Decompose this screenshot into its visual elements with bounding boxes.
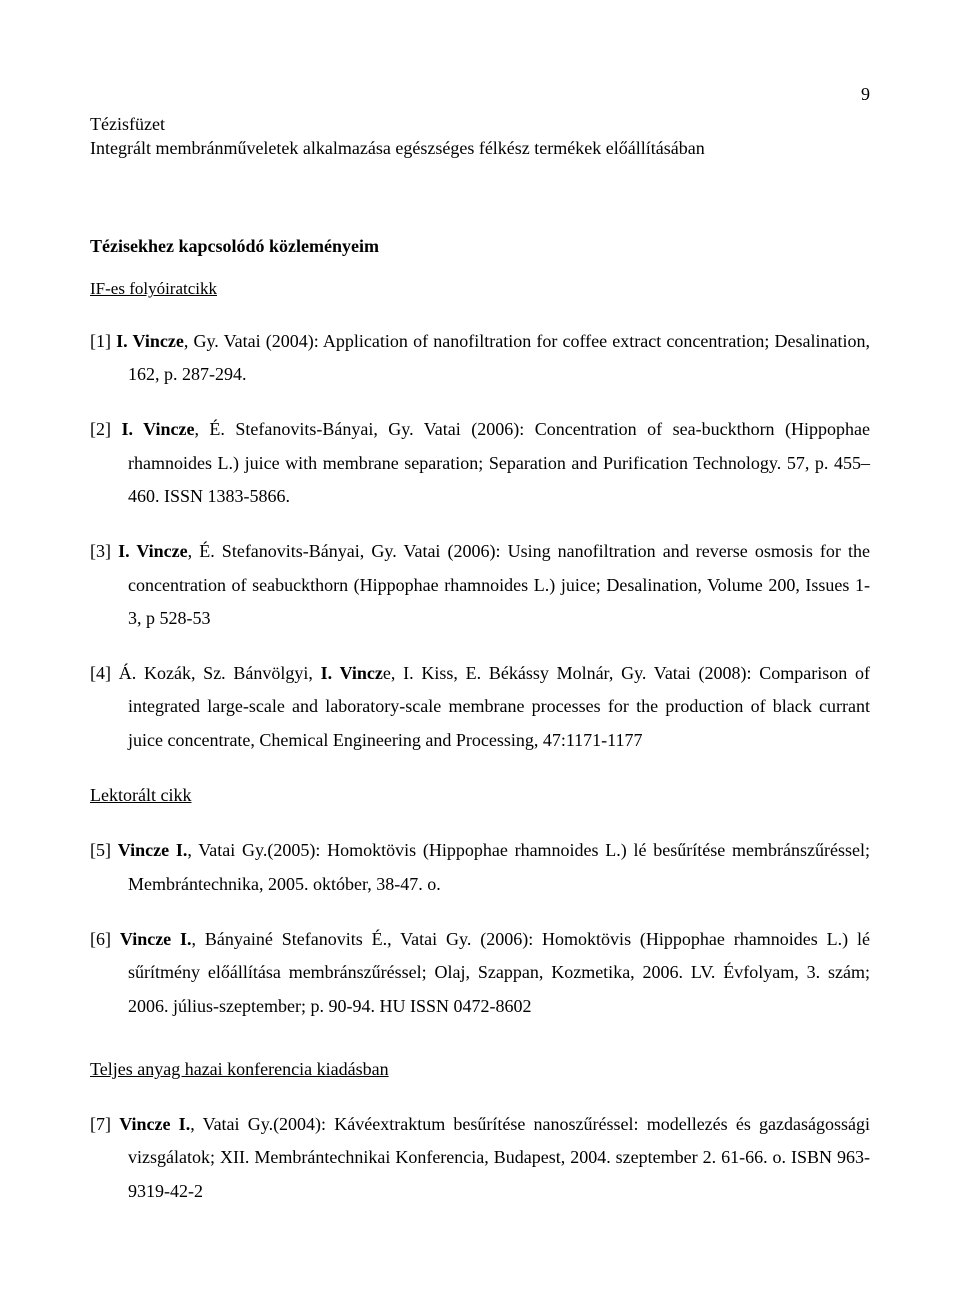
section-title: Tézisekhez kapcsolódó közleményeim xyxy=(90,230,870,263)
ref-text: , É. Stefanovits-Bányai, Gy. Vatai (2006… xyxy=(128,541,870,628)
ref-pre: Á. Kozák, Sz. Bánvölgyi, xyxy=(119,663,321,683)
subsection-if: IF-es folyóiratcikk xyxy=(90,273,870,304)
ref-text: , Gy. Vatai (2004): Application of nanof… xyxy=(128,331,870,384)
ref-author-bold: I. Vincze xyxy=(118,541,188,561)
ref-number: [6] xyxy=(90,929,120,949)
reference-4: [4] Á. Kozák, Sz. Bánvölgyi, I. Vincze, … xyxy=(90,657,870,757)
ref-number: [1] xyxy=(90,331,116,351)
ref-author-bold: I. Vincz xyxy=(321,663,383,683)
page-number: 9 xyxy=(90,78,870,111)
ref-text: , Vatai Gy.(2004): Kávéextraktum besűrít… xyxy=(128,1114,870,1201)
reference-5: [5] Vincze I., Vatai Gy.(2005): Homoktöv… xyxy=(90,834,870,901)
reference-2: [2] I. Vincze, É. Stefanovits-Bányai, Gy… xyxy=(90,413,870,513)
page-content: 9 Tézisfüzet Integrált membránműveletek … xyxy=(0,0,960,1308)
subsection-lektoralt: Lektorált cikk xyxy=(90,779,870,812)
header-line-2: Integrált membránműveletek alkalmazása e… xyxy=(90,137,870,160)
reference-3: [3] I. Vincze, É. Stefanovits-Bányai, Gy… xyxy=(90,535,870,635)
running-header: Tézisfüzet Integrált membránműveletek al… xyxy=(90,113,870,160)
ref-number: [5] xyxy=(90,840,118,860)
reference-6: [6] Vincze I., Bányainé Stefanovits É., … xyxy=(90,923,870,1023)
ref-author-bold: I. Vincze xyxy=(121,419,194,439)
reference-1: [1] I. Vincze, Gy. Vatai (2004): Applica… xyxy=(90,325,870,392)
ref-text: , Bányainé Stefanovits É., Vatai Gy. (20… xyxy=(128,929,870,1016)
ref-number: [4] xyxy=(90,663,119,683)
ref-number: [2] xyxy=(90,419,121,439)
ref-author-bold: Vincze I. xyxy=(118,840,188,860)
ref-author-bold: Vincze I. xyxy=(120,929,192,949)
ref-text: , É. Stefanovits-Bányai, Gy. Vatai (2006… xyxy=(128,419,870,506)
header-line-1: Tézisfüzet xyxy=(90,113,870,136)
ref-number: [3] xyxy=(90,541,118,561)
ref-number: [7] xyxy=(90,1114,119,1134)
subsection-teljes: Teljes anyag hazai konferencia kiadásban xyxy=(90,1053,870,1086)
reference-7: [7] Vincze I., Vatai Gy.(2004): Kávéextr… xyxy=(90,1108,870,1208)
ref-author-bold: Vincze I. xyxy=(119,1114,190,1134)
ref-text: , Vatai Gy.(2005): Homoktövis (Hippophae… xyxy=(128,840,870,893)
ref-author-bold: I. Vincze xyxy=(116,331,184,351)
